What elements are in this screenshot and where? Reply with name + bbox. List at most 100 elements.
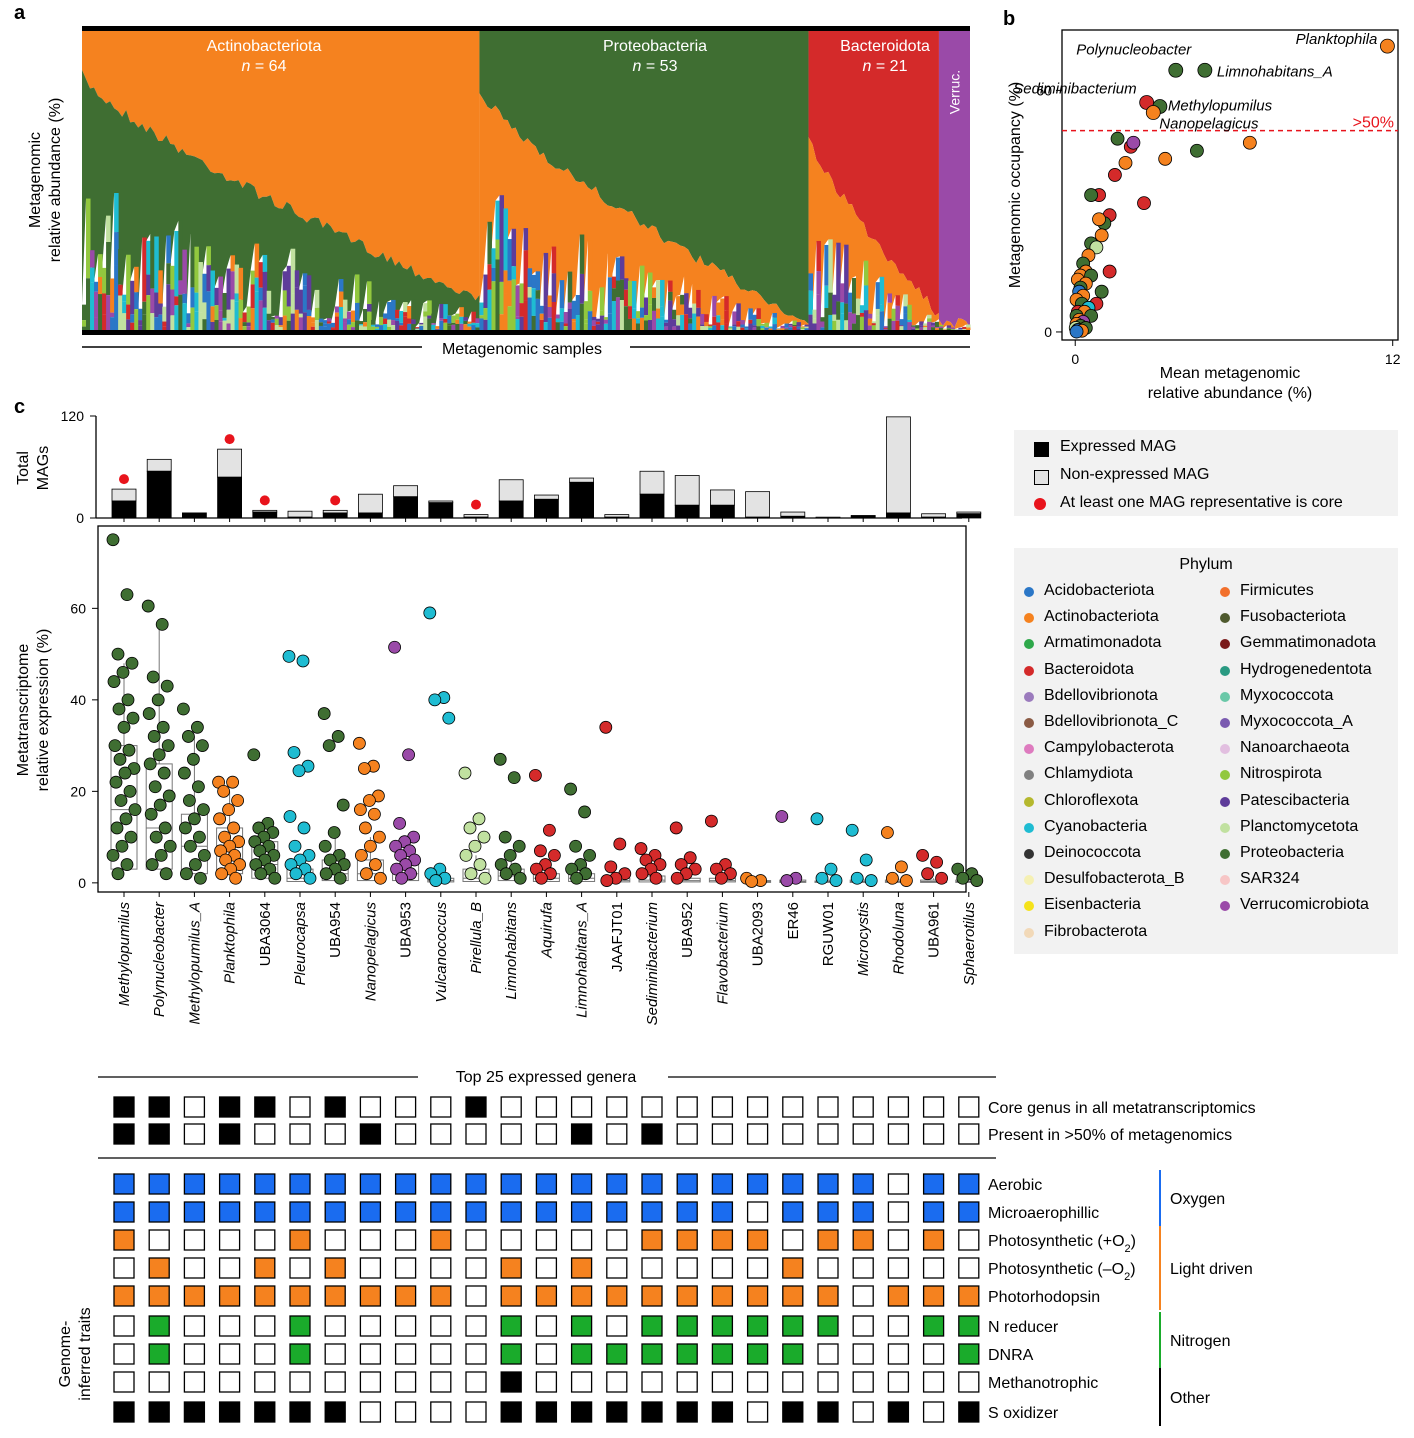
panel-a-minor-segment xyxy=(90,282,95,330)
trait-cell xyxy=(148,1257,170,1279)
panel-a-minor-segment xyxy=(379,300,384,317)
panel-a-minor-segment xyxy=(178,220,183,281)
expr-point xyxy=(513,871,527,885)
panel-a-minor-segment xyxy=(623,306,629,330)
panel-a-minor-segment xyxy=(218,276,224,311)
trait-cell xyxy=(817,1285,839,1307)
panel-a-minor-segment xyxy=(194,311,199,330)
panel-a-minor-segment xyxy=(875,308,881,316)
panel-a-minor-segment xyxy=(302,273,308,286)
panel-a-minor-segment xyxy=(720,325,725,330)
panel-a-minor-segment xyxy=(363,326,368,330)
panel-a-minor-segment xyxy=(326,321,332,324)
trait-cell xyxy=(641,1229,663,1251)
panel-a-minor-segment xyxy=(379,316,384,326)
panel-a-minor-segment xyxy=(656,280,661,309)
trait-cell xyxy=(148,1229,170,1251)
panel-a-minor-segment xyxy=(138,320,143,326)
panel-a-minor-segment xyxy=(375,326,380,329)
trait-cell xyxy=(852,1096,874,1118)
panel-a-minor-segment xyxy=(891,323,896,330)
trait-cell xyxy=(782,1229,804,1251)
panel-a-minor-segment xyxy=(499,281,505,315)
expr-point xyxy=(159,867,173,881)
panel-a-minor-segment xyxy=(720,319,725,326)
panel-a-minor-segment xyxy=(587,290,593,312)
panel-a-minor-segment xyxy=(931,327,936,330)
panel-a-minor-segment xyxy=(198,296,203,313)
trait-cell xyxy=(922,1343,945,1365)
trait-cell xyxy=(852,1371,874,1393)
panel-a-minor-segment xyxy=(700,313,705,325)
trait-cell xyxy=(465,1257,487,1279)
trait-cell xyxy=(606,1315,628,1337)
expr-point xyxy=(120,588,134,602)
panel-a-minor-segment xyxy=(230,299,236,330)
panel-a-minor-segment xyxy=(383,318,388,325)
expr-point xyxy=(119,812,133,826)
panel-a-minor-segment xyxy=(950,329,955,330)
expr-point xyxy=(147,730,161,743)
panel-a-minor-segment xyxy=(768,328,773,330)
panel-b-labeled-point xyxy=(1145,105,1161,120)
panel-a-minor-segment xyxy=(919,321,924,326)
panel-a-minor-segment xyxy=(122,294,127,302)
trait-cell xyxy=(922,1096,945,1118)
panel-a-minor-segment xyxy=(728,326,733,328)
trait-cell xyxy=(782,1201,804,1223)
trait-cell xyxy=(254,1123,276,1145)
trait-cell xyxy=(430,1371,452,1393)
trait-cell xyxy=(887,1123,910,1145)
panel-a-minor-segment xyxy=(643,320,649,330)
panel-a-minor-segment xyxy=(527,268,533,287)
trait-cell xyxy=(958,1285,980,1307)
trait-cell xyxy=(852,1229,874,1251)
panel-a-minor-segment xyxy=(855,315,861,330)
panel-a-secondary-area xyxy=(808,137,939,327)
trait-cell xyxy=(887,1285,910,1307)
panel-a-minor-segment xyxy=(314,289,320,308)
panel-a-minor-segment xyxy=(852,323,857,330)
legend-item-label: At least one MAG representative is core xyxy=(1060,494,1343,511)
panel-b-xtick-label: 12 xyxy=(1385,351,1401,367)
panel-a-minor-segment xyxy=(274,318,280,326)
trait-cell xyxy=(782,1096,804,1118)
trait-cell xyxy=(817,1401,839,1423)
panel-a-minor-segment xyxy=(98,254,103,277)
panel-a-minor-segment xyxy=(756,326,761,330)
panel-a-minor-segment xyxy=(668,300,673,330)
trait-cell xyxy=(817,1201,839,1223)
genus-label: Microcystis xyxy=(855,902,872,977)
expr-point xyxy=(333,871,347,885)
genus-label: UBA952 xyxy=(679,902,696,958)
panel-a-minor-segment xyxy=(816,240,821,272)
panel-a-minor-segment xyxy=(278,326,284,330)
grid-title: Top 25 expressed genera xyxy=(456,1069,637,1086)
trait-cell xyxy=(817,1229,839,1251)
panel-a-minor-segment xyxy=(635,311,641,319)
phylum-color-dot xyxy=(1220,744,1230,755)
panel-a-minor-segment xyxy=(358,324,364,326)
trait-row-label: Core genus in all metatranscriptomics xyxy=(988,1100,1256,1117)
panel-a-minor-segment xyxy=(812,318,817,324)
trait-cell xyxy=(641,1315,663,1337)
expr-point xyxy=(463,821,477,835)
bar-non-expressed-uba2093 xyxy=(745,491,770,518)
panel-a-minor-segment xyxy=(98,294,103,330)
panel-a-minor-segment xyxy=(700,326,705,330)
panel-a-minor-segment xyxy=(583,323,589,330)
expr-point xyxy=(458,766,472,780)
trait-cell xyxy=(254,1401,276,1423)
trait-cell xyxy=(887,1173,910,1195)
panel-a-minor-segment xyxy=(447,323,452,326)
panel-a-minor-segment xyxy=(919,327,924,330)
panel-a-minor-segment xyxy=(314,307,320,321)
panel-b-xlabel-line1: Mean metagenomic xyxy=(1160,365,1301,382)
panel-a-minor-segment xyxy=(680,314,685,330)
trait-cell xyxy=(676,1315,698,1337)
panel-b-point-label: Sediminibacterium xyxy=(1013,80,1136,97)
trait-cell xyxy=(958,1343,980,1365)
trait-cell xyxy=(394,1123,417,1145)
traits-label-line1: Genome- xyxy=(57,1321,74,1388)
panel-a-minor-segment xyxy=(664,319,669,323)
